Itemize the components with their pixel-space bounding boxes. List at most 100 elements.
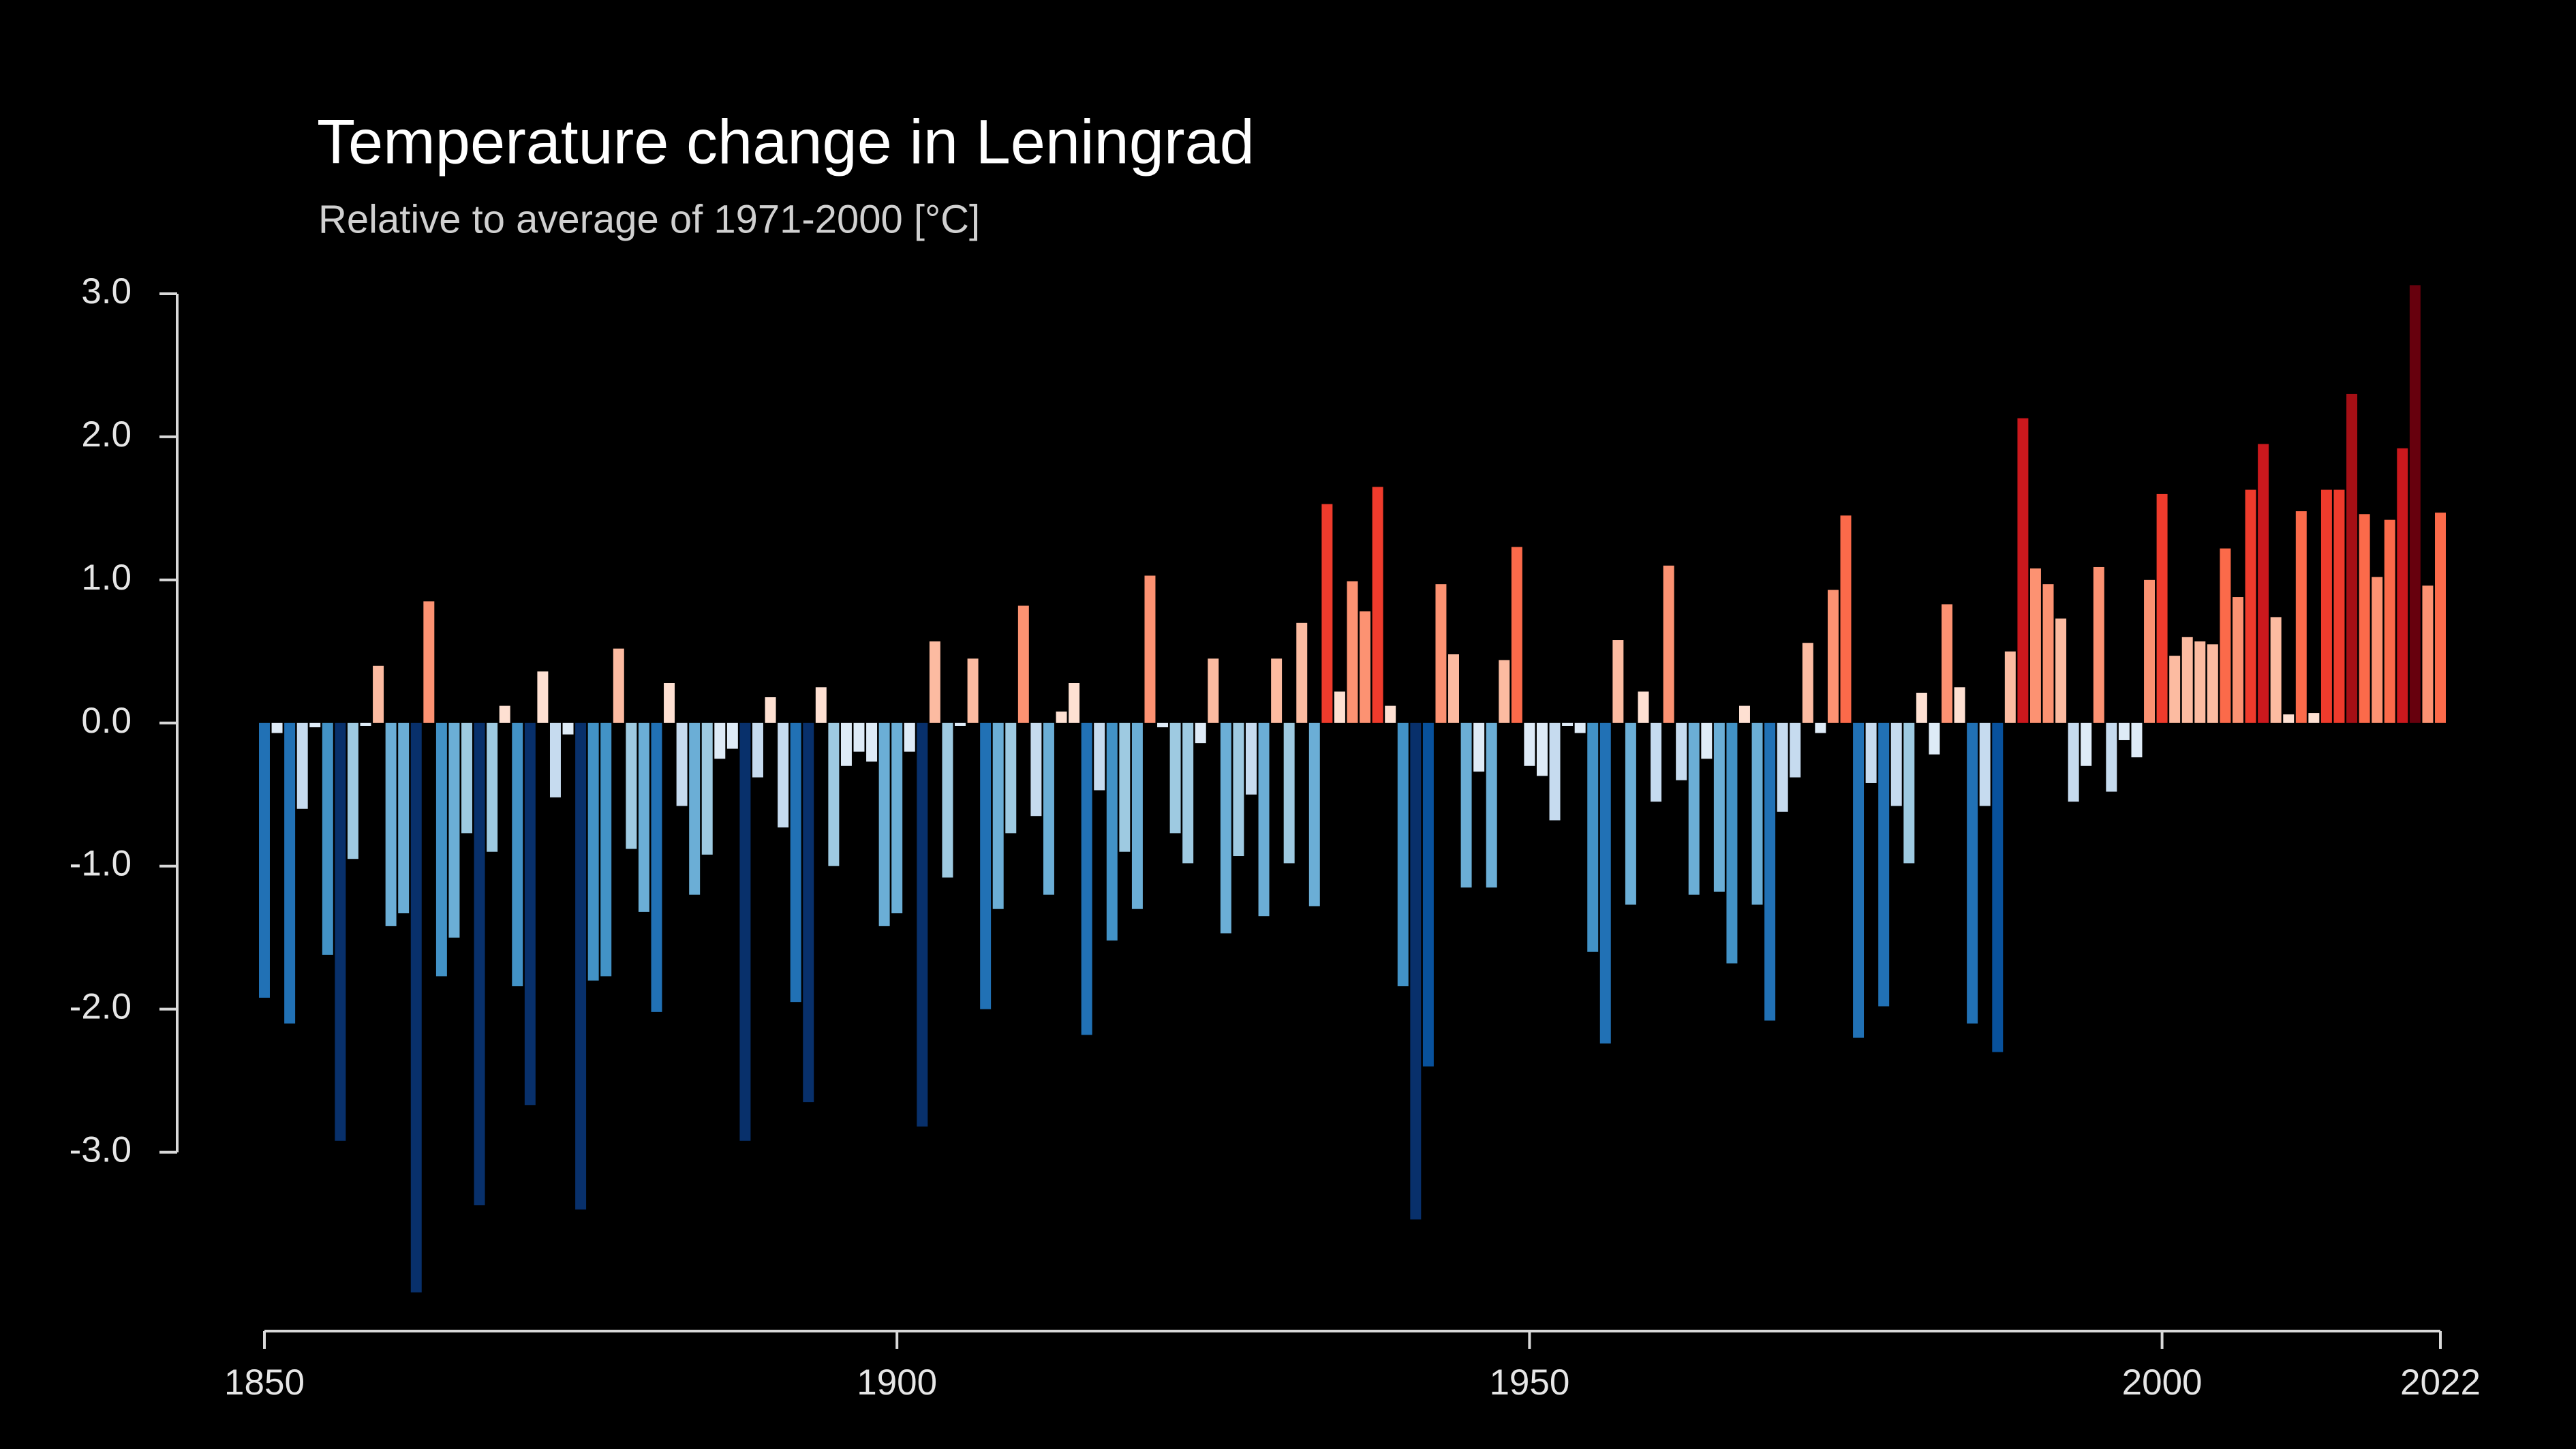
bar — [1435, 584, 1447, 723]
bar — [2144, 579, 2156, 723]
bar — [638, 722, 649, 912]
bar — [1360, 611, 1371, 723]
chart-title: Temperature change in Leningrad — [317, 107, 1255, 177]
bar — [1043, 722, 1054, 895]
bar — [487, 722, 498, 852]
bar — [1967, 722, 1978, 1024]
bar — [714, 722, 726, 759]
bar — [1663, 565, 1674, 723]
bar — [360, 722, 371, 726]
bar — [878, 722, 890, 926]
bar — [2093, 566, 2104, 723]
bar — [1258, 722, 1270, 917]
bar — [765, 697, 776, 723]
y-tick-label: -3.0 — [70, 1130, 132, 1170]
bar — [1169, 722, 1181, 834]
bar — [435, 722, 447, 977]
bar — [992, 722, 1004, 909]
bar — [942, 722, 953, 878]
y-tick-label: 1.0 — [81, 558, 132, 598]
bar — [626, 722, 637, 849]
bar — [790, 722, 801, 1003]
bar — [1524, 722, 1535, 766]
bar — [461, 722, 473, 834]
y-tick-label: -1.0 — [70, 844, 132, 884]
bar — [1587, 722, 1599, 952]
bar — [1562, 722, 1574, 726]
bar — [2232, 597, 2243, 723]
bar — [2333, 489, 2345, 723]
bar — [726, 722, 738, 749]
bar — [1144, 575, 1156, 723]
bar — [2106, 722, 2117, 792]
bar — [853, 722, 865, 752]
bar — [1536, 722, 1548, 776]
bar — [613, 648, 624, 723]
bar — [2295, 511, 2307, 723]
x-tick-label: 2022 — [2400, 1362, 2481, 1403]
bar — [1992, 722, 2004, 1052]
x-tick-label: 1950 — [1489, 1362, 1569, 1403]
bar — [929, 641, 940, 723]
bar — [651, 722, 662, 1012]
bar — [1030, 722, 1042, 817]
bar — [2055, 618, 2067, 723]
bar — [1056, 711, 1067, 723]
bar — [1815, 722, 1826, 733]
bar — [1233, 722, 1244, 857]
bar — [866, 722, 878, 762]
bar — [828, 722, 840, 866]
bar — [2346, 393, 2358, 723]
bar — [2283, 714, 2295, 723]
bar — [1979, 722, 1991, 806]
bar — [562, 722, 574, 735]
bar — [840, 722, 852, 766]
bar — [587, 722, 599, 981]
bar — [891, 722, 903, 913]
bar — [499, 705, 510, 723]
bar — [347, 722, 358, 859]
bar — [778, 722, 789, 828]
bar — [2258, 444, 2269, 723]
bar — [1385, 705, 1396, 723]
bar — [1208, 658, 1219, 723]
bar — [2422, 585, 2434, 723]
bar — [2270, 617, 2282, 723]
bar — [2156, 493, 2168, 723]
bar — [676, 722, 688, 806]
bar — [1751, 722, 1763, 905]
bar — [1005, 722, 1017, 834]
bar — [1397, 722, 1409, 987]
bar — [575, 722, 587, 1210]
bar — [1840, 515, 1852, 723]
bar — [1865, 722, 1877, 783]
bar — [448, 722, 460, 938]
bar — [1713, 722, 1725, 892]
bar — [1688, 722, 1700, 895]
bar — [2004, 651, 2016, 723]
bar — [1473, 722, 1485, 772]
bar — [1612, 640, 1624, 723]
bar — [1802, 643, 1813, 723]
bar — [2181, 637, 2193, 723]
bar — [2359, 514, 2370, 723]
bar — [1853, 722, 1865, 1038]
bar — [322, 722, 333, 955]
bar — [689, 722, 701, 895]
bar — [1942, 604, 1952, 723]
bar — [284, 722, 296, 1024]
bar — [1106, 722, 1118, 941]
bar — [373, 665, 384, 723]
bar — [2207, 644, 2218, 723]
bar — [752, 722, 763, 778]
bar — [600, 722, 612, 977]
x-tick-label: 2000 — [2122, 1362, 2203, 1403]
bar — [904, 722, 915, 752]
bar — [2308, 713, 2320, 723]
bar — [980, 722, 992, 1009]
bar — [1903, 722, 1915, 864]
bar — [2397, 448, 2408, 723]
bar — [1701, 722, 1713, 759]
bar — [474, 722, 485, 1206]
